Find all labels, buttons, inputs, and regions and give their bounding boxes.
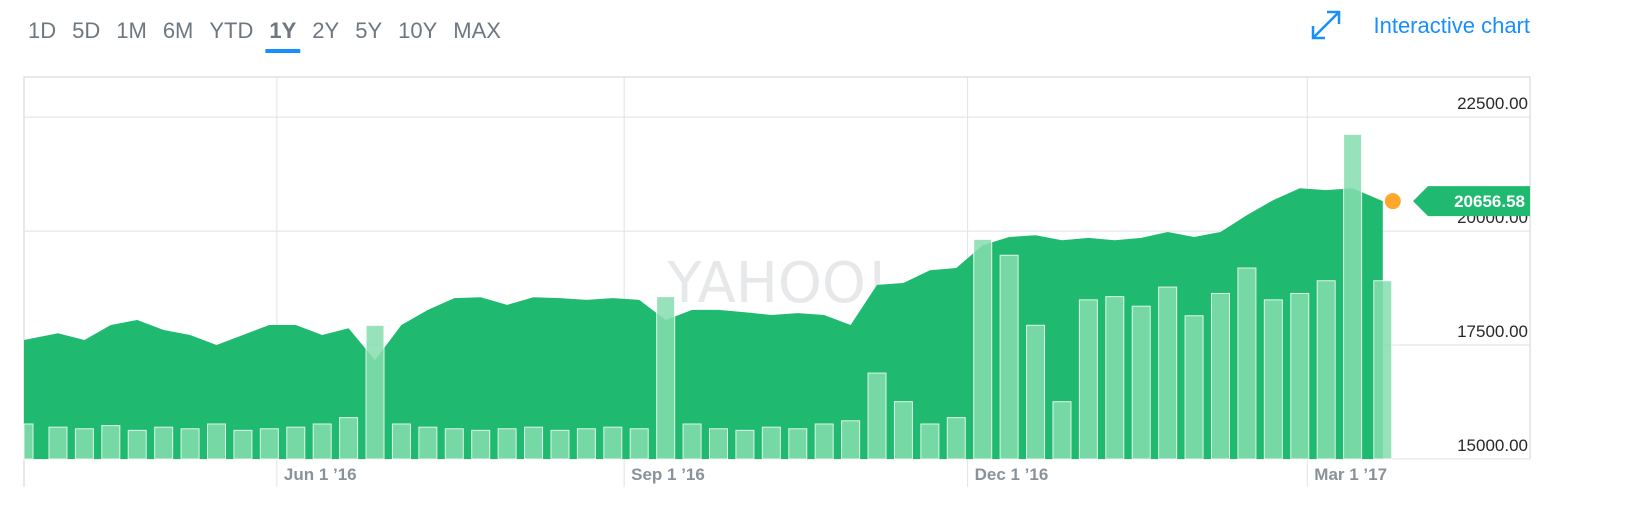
volume-bar [761,426,781,460]
x-tick-label: Dec 1 ’16 [975,465,1049,484]
volume-bar [233,429,253,460]
volume-bar [1343,133,1363,460]
volume-bar [391,423,411,460]
range-tab[interactable]: 2Y [312,18,339,43]
range-tab[interactable]: 6M [163,18,194,43]
range-tab[interactable]: 5D [72,18,100,43]
range-tab[interactable]: 5Y [355,18,382,43]
volume-bar [603,426,623,460]
volume-bar [999,254,1019,460]
volume-bar [841,420,861,460]
price-area [24,188,1383,459]
volume-bar [1158,286,1178,460]
volume-bar [920,423,940,460]
x-tick-label: Sep 1 ’16 [631,465,705,484]
volume-bar [471,429,491,460]
volume-bar [893,401,913,460]
watermark: YAHOO! [667,251,889,316]
range-tab[interactable]: 1M [116,18,147,43]
volume-bar [867,372,887,460]
volume-bar [286,426,306,460]
volume-bar [154,426,174,460]
volume-bar [1290,292,1310,460]
y-tick-label: 15000.00 [1457,436,1528,455]
volume-bar [23,423,34,460]
volume-bar [629,428,649,460]
x-tick-label: Mar 1 ’17 [1314,465,1387,484]
volume-bar [1052,401,1072,460]
range-tab[interactable]: MAX [453,18,501,43]
range-tab[interactable]: YTD [209,18,253,43]
volume-bar [312,423,332,460]
volume-bar [1105,296,1125,460]
y-tick-label: 17500.00 [1457,322,1528,341]
volume-bar [74,428,94,460]
volume-bar [127,429,147,460]
volume-bar [180,428,200,460]
volume-bar [1316,280,1336,460]
interactive-chart-link[interactable]: Interactive chart [1373,13,1530,38]
volume-bar [708,428,728,460]
x-tick-label: Jun 1 ’16 [284,465,357,484]
range-tab[interactable]: 1Y [269,18,296,43]
volume-bar [418,426,438,460]
volume-bar [1131,305,1151,460]
volume-bar [788,428,808,460]
volume-bar [524,426,544,460]
volume-bar [735,429,755,460]
volume-bar [946,417,966,460]
range-tab[interactable]: 10Y [398,18,437,43]
last-price-dot [1384,193,1401,210]
volume-bar [497,428,517,460]
volume-bar [101,425,121,460]
volume-bar [1263,299,1283,460]
volume-bar [1373,280,1393,460]
volume-bar [550,429,570,460]
volume-bar [1026,324,1046,460]
volume-bar [48,426,68,460]
price-tag [1413,186,1530,217]
volume-bar [1237,267,1257,460]
volume-bar [206,423,226,460]
volume-bar [814,423,834,460]
volume-bar [973,238,993,460]
volume-bar [259,428,279,460]
expand-icon[interactable] [1311,10,1341,40]
volume-bar [682,423,702,460]
y-tick-label: 22500.00 [1457,94,1528,113]
volume-bar [656,296,676,460]
range-tab[interactable]: 1D [28,18,56,43]
volume-bar [1184,315,1204,460]
volume-bar [576,428,596,460]
price-tag-label: 20656.58 [1454,192,1525,211]
volume-bar [365,324,385,460]
volume-bar [444,428,464,460]
volume-bar [1210,292,1230,460]
active-tab-underline [265,49,301,53]
volume-bar [339,417,359,460]
volume-bar [1078,299,1098,460]
